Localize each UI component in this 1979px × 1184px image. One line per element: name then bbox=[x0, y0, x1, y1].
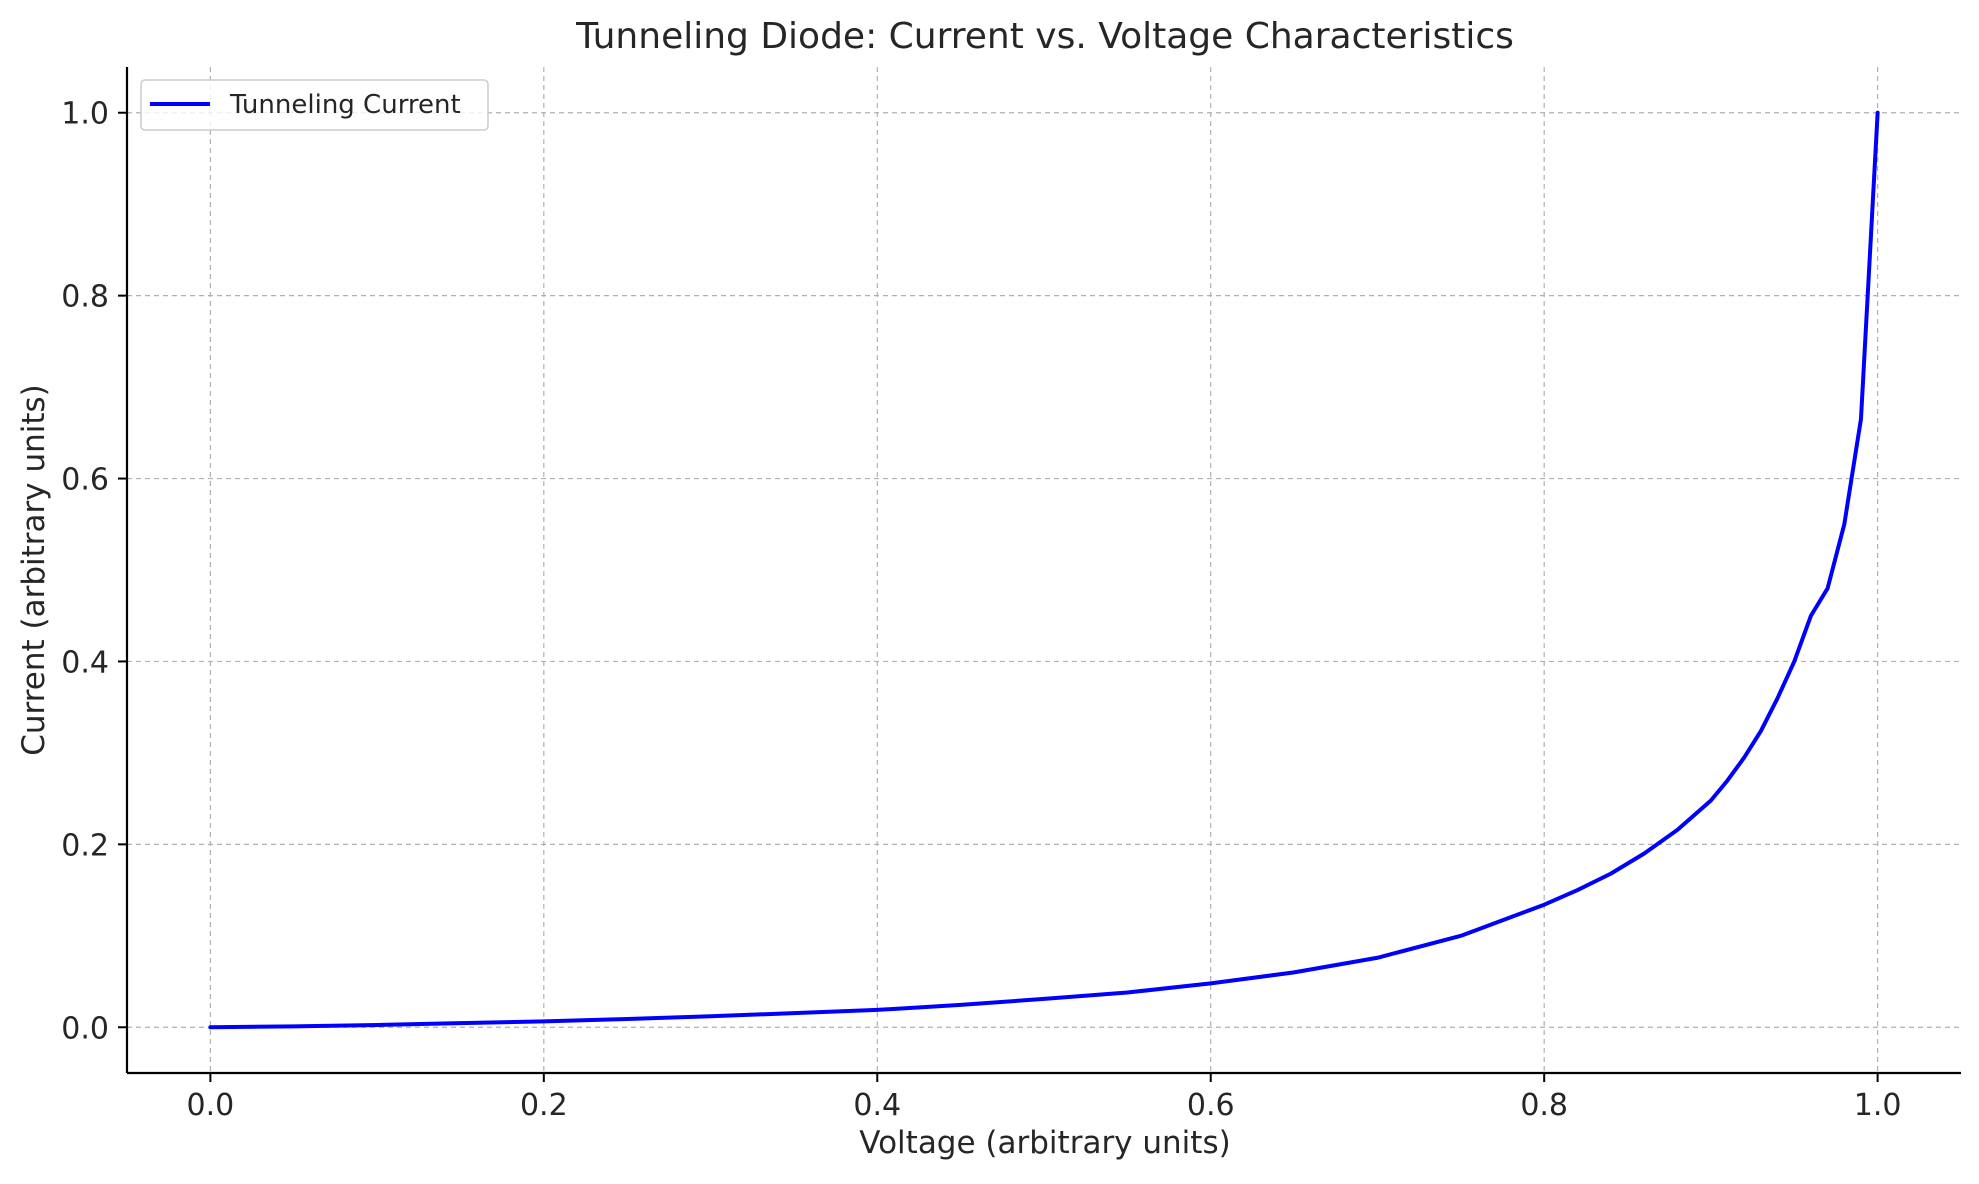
x-tick-label: 0.8 bbox=[1520, 1088, 1568, 1123]
x-tick-label: 0.0 bbox=[187, 1088, 235, 1123]
y-tick-label: 1.0 bbox=[61, 97, 109, 132]
x-axis-label: Voltage (arbitrary units) bbox=[859, 1125, 1230, 1161]
y-tick-label: 0.8 bbox=[61, 280, 109, 315]
axes bbox=[125, 67, 1961, 1075]
y-tick-label: 0.4 bbox=[61, 645, 109, 680]
chart-title: Tunneling Diode: Current vs. Voltage Cha… bbox=[575, 16, 1514, 57]
legend-box bbox=[140, 79, 489, 131]
series-layer bbox=[208, 110, 1880, 1030]
legend-label: Tunneling Current bbox=[229, 90, 461, 120]
y-tick-label: 0.6 bbox=[61, 463, 109, 498]
ticks: 0.0 0.2 0.4 0.6 0.8 1.0 0.0 0.2 0.4 0.6 0.8 1.0 bbox=[61, 97, 1901, 1123]
x-tick-label: 1.0 bbox=[1854, 1088, 1902, 1123]
y-axis-label: Current (arbitrary units) bbox=[16, 384, 52, 756]
series-line-tunneling-current bbox=[208, 110, 1880, 1030]
y-tick-label: 0.0 bbox=[61, 1011, 109, 1046]
x-tick-label: 0.2 bbox=[520, 1088, 568, 1123]
x-tick-label: 0.4 bbox=[853, 1088, 901, 1123]
x-tick-label: 0.6 bbox=[1187, 1088, 1235, 1123]
legend: Tunneling Current bbox=[140, 79, 489, 131]
y-tick-label: 0.2 bbox=[61, 828, 109, 863]
